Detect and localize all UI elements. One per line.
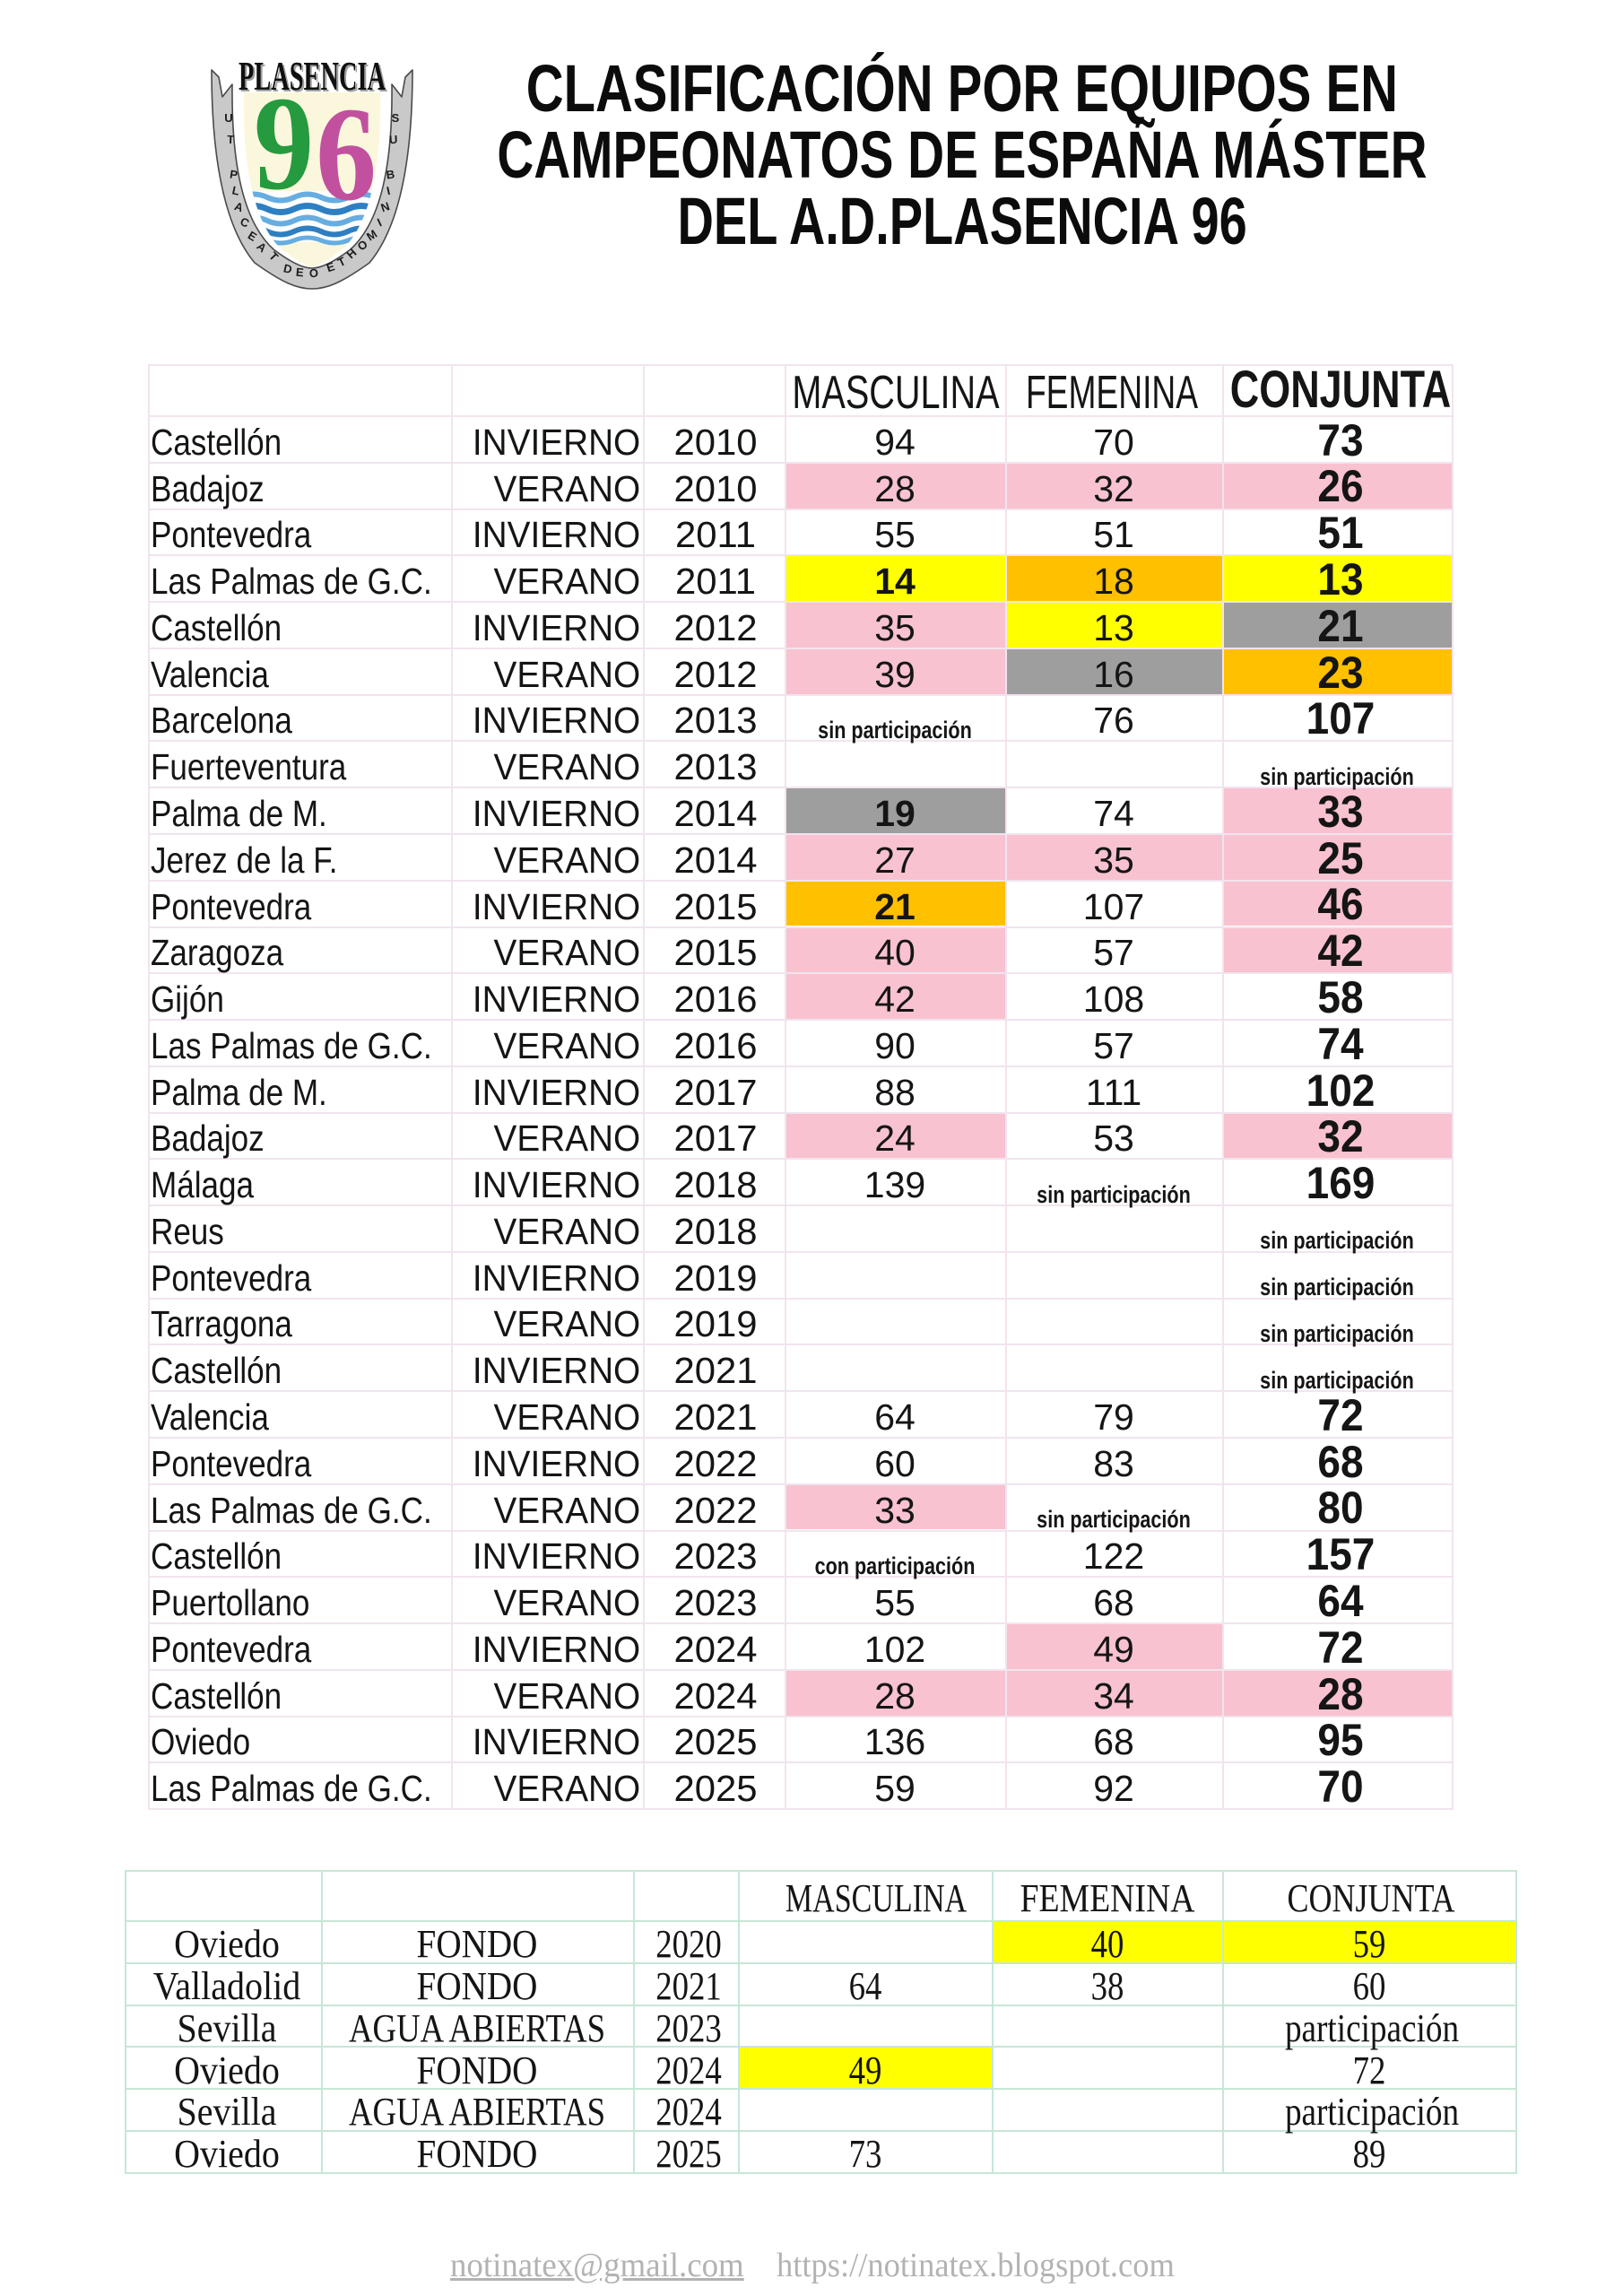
svg-text:O: O xyxy=(309,266,319,280)
svg-text:L: L xyxy=(230,183,240,197)
svg-text:B: B xyxy=(386,167,395,181)
svg-text:T: T xyxy=(227,133,235,146)
svg-text:S: S xyxy=(392,111,400,125)
svg-text:PLASENCIA: PLASENCIA xyxy=(239,53,386,99)
svg-text:D: D xyxy=(282,261,294,276)
svg-text:P: P xyxy=(229,168,239,182)
svg-text:U: U xyxy=(224,111,232,125)
svg-text:I: I xyxy=(386,184,392,197)
svg-text:9: 9 xyxy=(254,69,314,218)
svg-text:E: E xyxy=(295,265,304,280)
svg-text:N: N xyxy=(379,199,392,214)
svg-text:PLASENCIA: PLASENCIA xyxy=(240,55,387,100)
svg-text:6: 6 xyxy=(316,80,377,229)
svg-text:U: U xyxy=(389,133,398,146)
svg-text:I: I xyxy=(375,215,384,229)
